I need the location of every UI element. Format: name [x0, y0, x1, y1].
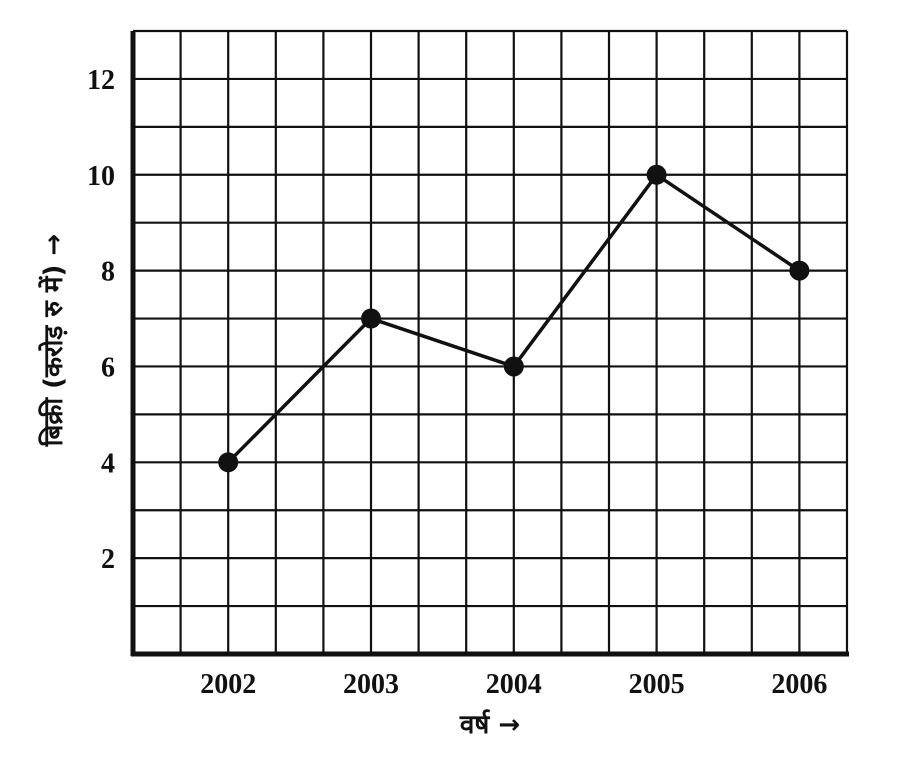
data-point [503, 356, 524, 377]
chart-axes [130, 31, 849, 657]
x-tick-label: 2002 [200, 669, 256, 700]
y-tick-label: 8 [101, 257, 115, 288]
data-point [789, 260, 810, 281]
y-tick-label: 10 [87, 161, 115, 192]
x-axis-title: वर्ष → [459, 709, 520, 740]
y-axis-title: बिक्री (करोड़ रु में) → [38, 234, 69, 447]
x-tick-label: 2005 [629, 669, 685, 700]
data-point [361, 308, 381, 329]
x-tick-label: 2004 [486, 669, 542, 700]
y-tick-label: 12 [87, 65, 115, 96]
data-point [218, 452, 239, 473]
y-tick-label: 6 [101, 352, 115, 383]
data-point [646, 164, 667, 185]
chart-grid [133, 29, 849, 654]
y-tick-label: 4 [101, 448, 115, 479]
y-tick-labels: 2 4 6 8 10 12 [87, 65, 115, 575]
x-tick-label: 2006 [771, 669, 827, 700]
x-tick-labels: 2002 2003 2004 2005 2006 [200, 669, 827, 700]
y-tick-label: 2 [101, 544, 115, 575]
x-tick-label: 2003 [343, 669, 399, 700]
chart-series [218, 164, 810, 473]
